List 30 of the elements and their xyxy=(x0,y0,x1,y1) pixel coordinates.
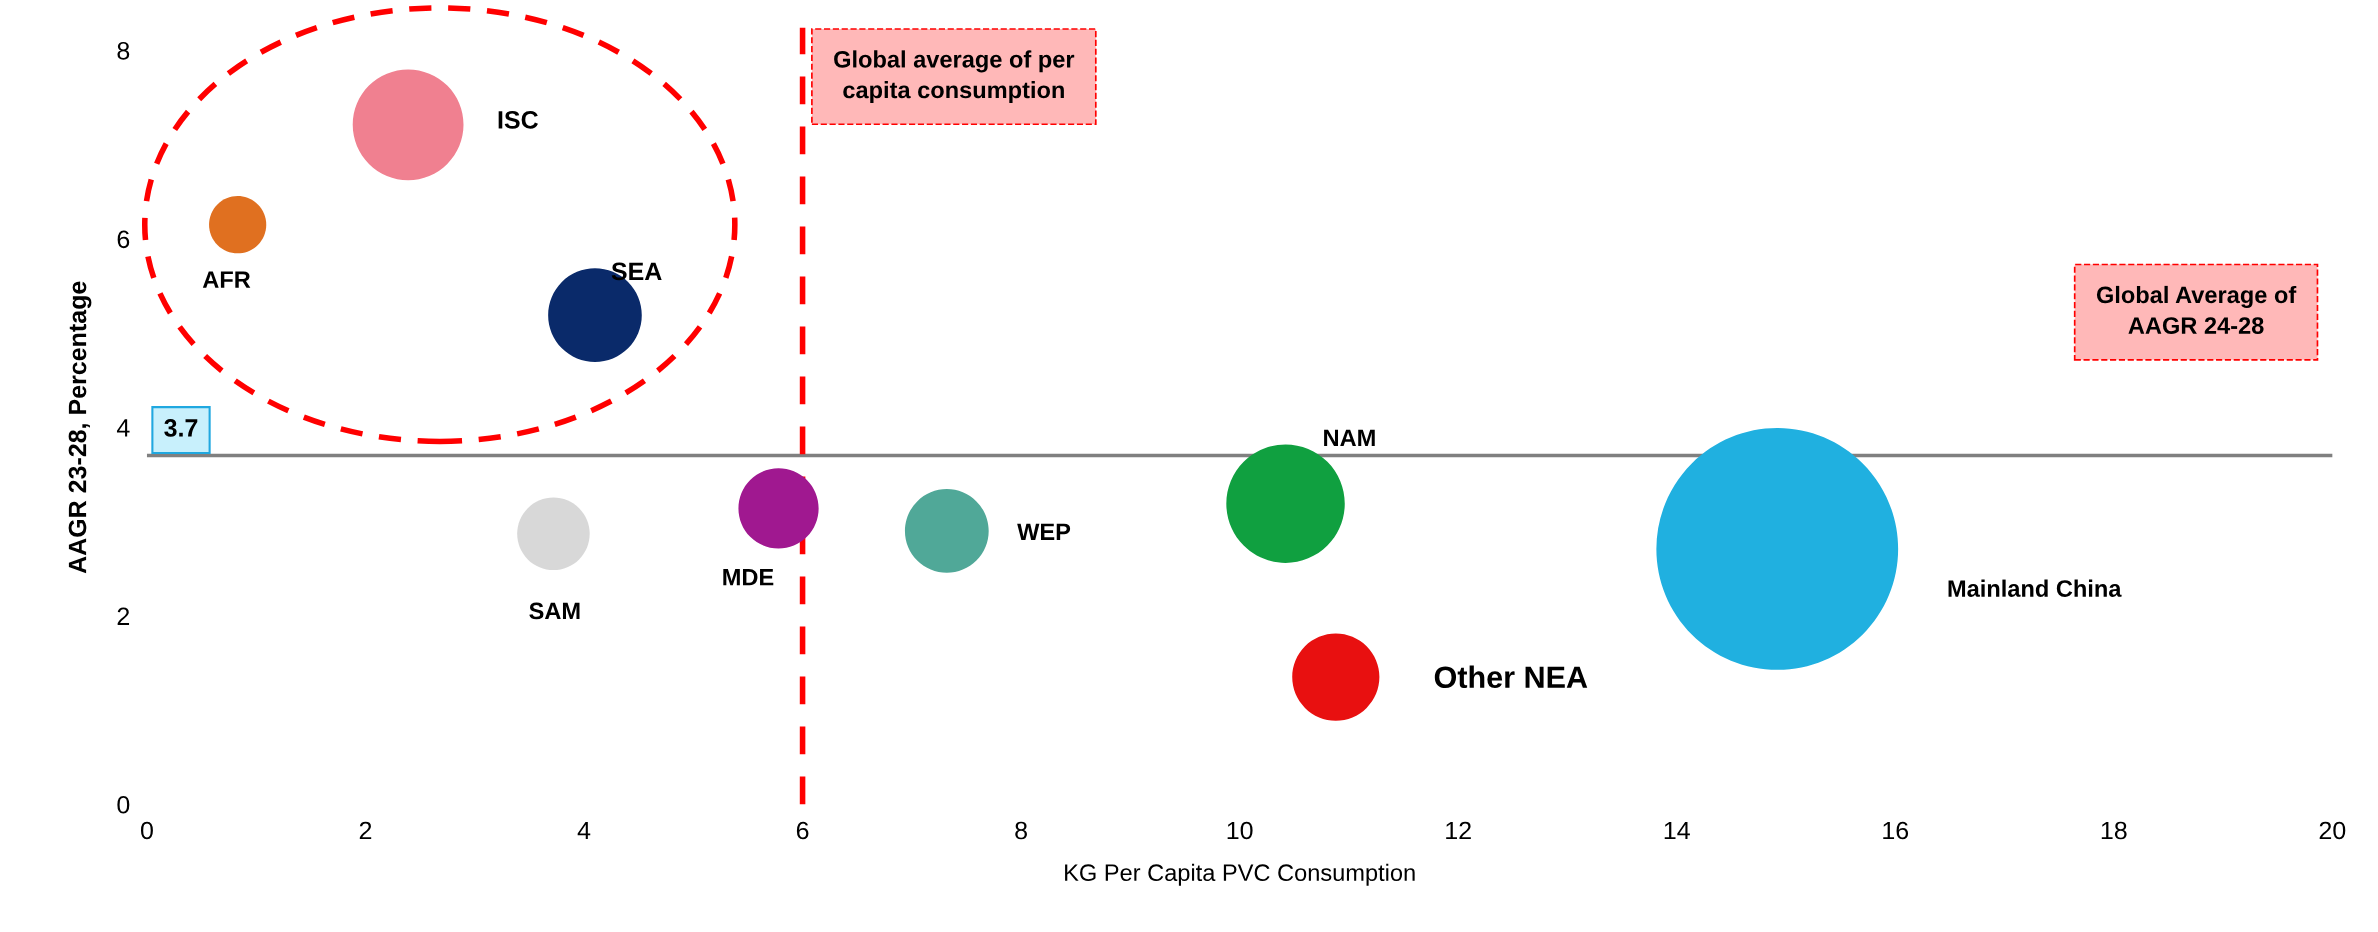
x-tick-label: 0 xyxy=(140,821,153,840)
y-tick-label: 2 xyxy=(117,607,130,625)
x-tick-label: 4 xyxy=(577,821,591,840)
ref-line-label: 3.7 xyxy=(164,419,198,437)
x-tick-label: 18 xyxy=(2101,821,2127,840)
x-tick-label: 10 xyxy=(1227,821,1253,840)
x-axis-title: KG Per Capita PVC Consumption xyxy=(1065,863,1415,886)
series-label: ISC xyxy=(498,111,538,129)
series-label: MDE xyxy=(723,569,774,586)
text: Mainland China xyxy=(1948,579,2122,597)
x-tick-label: 14 xyxy=(1664,821,1690,840)
series-label: NAM xyxy=(1324,429,1375,446)
series-label: SAM xyxy=(529,602,580,620)
ref-line-label: Global average of per capita consumption xyxy=(834,50,1075,104)
y-tick-label: 4 xyxy=(116,419,130,437)
y-tick-label: 8 xyxy=(117,41,130,60)
series-label: Other NEA xyxy=(1434,665,1588,689)
x-tick-label: 16 xyxy=(1883,821,1909,840)
y-tick-label: 6 xyxy=(117,230,130,249)
x-tick-label: 6 xyxy=(796,821,809,840)
x-tick-label: 12 xyxy=(1446,821,1471,840)
x-tick-label: 20 xyxy=(2319,821,2346,840)
annotation: Global Average of AAGR 24-28 xyxy=(2096,285,2297,334)
series-label: SEA xyxy=(611,262,662,281)
x-tick-label: 8 xyxy=(1015,821,1027,840)
series-label: WEP xyxy=(1017,523,1071,540)
y-tick-label: 0 xyxy=(117,795,130,814)
series-label: AFR xyxy=(202,271,251,288)
x-tick-label: 2 xyxy=(359,821,372,840)
y-axis-title: AAGR 23-28, Percentage xyxy=(68,281,92,574)
